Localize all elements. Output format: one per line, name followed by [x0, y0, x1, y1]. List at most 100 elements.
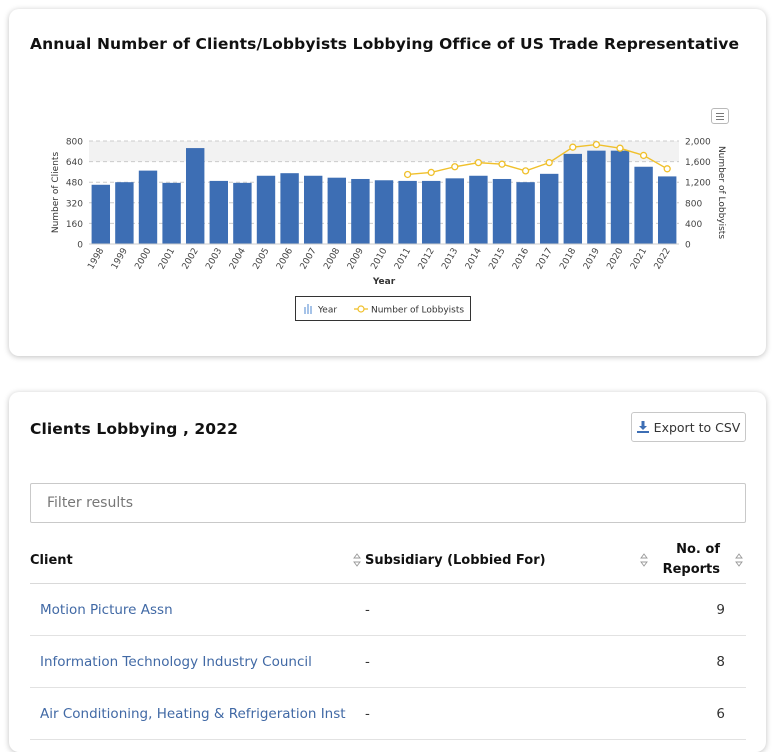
y2-tick-label: 400 — [685, 220, 702, 230]
bar — [138, 170, 158, 244]
chart: 0 0 160 400 320 800 480 1,200 640 1,600 800 2,000 19… — [51, 138, 726, 321]
legend-box — [295, 296, 471, 321]
y2-tick-label: 2,000 — [685, 138, 711, 148]
y-tick-label: 160 — [66, 220, 83, 230]
bar — [162, 182, 181, 244]
y-tick-label: 800 — [66, 138, 83, 148]
bar — [657, 176, 677, 244]
legend-item-year: Year — [317, 306, 337, 316]
cell-client: Air Conditioning, Heating & Refrigeratio… — [30, 687, 355, 740]
lobbyists-point — [639, 151, 648, 160]
bar — [563, 153, 583, 244]
lobbyists-point — [451, 163, 459, 171]
x-tick-label: 2001 — [157, 247, 177, 272]
sort-icon[interactable] — [735, 553, 743, 567]
bar — [280, 173, 299, 244]
bar — [421, 180, 441, 244]
bar — [351, 178, 370, 244]
lobbyists-point — [592, 140, 601, 149]
filter-input[interactable] — [30, 483, 746, 523]
legend-point-icon — [357, 305, 365, 313]
cell-subsidiary: - — [355, 583, 655, 636]
x-tick-label: 2019 — [582, 246, 602, 271]
cell-client: Information Technology Industry Council — [30, 635, 355, 688]
bar — [539, 173, 559, 244]
column-header-reports-line2: Reports — [662, 562, 720, 577]
bar — [492, 178, 512, 244]
bar — [91, 184, 111, 244]
x-tick-label: 2021 — [629, 247, 649, 272]
lobbyists-point — [427, 168, 435, 177]
cell-reports: 6 — [655, 687, 746, 740]
y-tick-label: 320 — [66, 199, 83, 209]
x-tick-label: 2011 — [393, 247, 413, 272]
x-tick-label: 2012 — [417, 247, 437, 272]
cell-subsidiary: - — [355, 687, 655, 740]
y2-axis-title: Number of Lobbyists — [716, 146, 726, 239]
lobbyists-point — [545, 158, 553, 167]
bar — [398, 180, 417, 244]
table-row: Air Conditioning, Heating & Refrigeratio… — [30, 687, 746, 740]
x-tick-label: 2006 — [275, 246, 295, 271]
lobbyists-point — [521, 167, 530, 175]
x-tick-label: 2010 — [369, 246, 389, 271]
export-csv-label: Export to CSV — [653, 419, 741, 435]
bar — [115, 182, 134, 244]
x-tick-label: 2017 — [535, 247, 555, 272]
y2-tick-label: 800 — [685, 199, 702, 209]
client-link[interactable]: Information Technology Industry Council — [40, 653, 312, 670]
bar — [445, 178, 465, 244]
legend-bar-icon — [307, 304, 309, 314]
x-tick-label: 2008 — [322, 246, 342, 271]
table-card: Clients Lobbying , 2022 Export to CSV Cl… — [9, 392, 766, 752]
x-tick-label: 1999 — [110, 246, 130, 271]
x-tick-label: 2020 — [605, 246, 625, 271]
x-tick-label: 2002 — [181, 247, 201, 272]
export-csv-button[interactable]: Export to CSV — [631, 412, 746, 442]
chart-title: Annual Number of Clients/Lobbyists Lobby… — [30, 35, 740, 53]
x-tick-label: 2005 — [251, 247, 271, 272]
lobbyists-point — [403, 170, 412, 179]
y2-tick-label: 0 — [685, 241, 691, 251]
x-tick-label: 2016 — [511, 246, 531, 271]
lobbyists-point — [498, 160, 506, 168]
x-tick-label: 1998 — [86, 246, 106, 271]
lobbyists-line — [407, 143, 668, 176]
column-header-subsidiary[interactable]: Subsidiary (Lobbied For) — [355, 537, 655, 584]
legend-item-lobbyists: Number of Lobbyists — [371, 306, 464, 316]
table-title: Clients Lobbying , 2022 — [30, 420, 238, 438]
bar — [634, 166, 653, 244]
cell-client: Motion Picture Assn — [30, 583, 355, 636]
column-header-subsidiary-label: Subsidiary (Lobbied For) — [365, 552, 546, 568]
column-header-reports[interactable]: No. of Reports — [655, 537, 746, 584]
table-row: Information Technology Industry Council … — [30, 635, 746, 688]
bar — [303, 175, 323, 244]
x-tick-label: 2014 — [464, 246, 484, 271]
bar — [185, 148, 205, 244]
x-tick-label: 2007 — [299, 247, 319, 272]
sort-icon[interactable] — [640, 553, 648, 567]
chart-menu-icon[interactable] — [711, 108, 729, 124]
legend-bar-icon — [304, 307, 306, 314]
y2-tick-label: 1,600 — [685, 158, 711, 168]
bar — [587, 150, 606, 244]
x-tick-label: 2018 — [558, 246, 578, 271]
bar — [327, 177, 347, 244]
client-link[interactable]: Air Conditioning, Heating & Refrigeratio… — [40, 705, 346, 722]
client-link[interactable]: Motion Picture Assn — [40, 601, 173, 618]
y-tick-label: 640 — [66, 158, 83, 168]
y-axis-title: Number of Clients — [51, 152, 61, 234]
bar — [256, 175, 276, 244]
x-tick-label: 2004 — [228, 246, 248, 271]
cell-reports: 9 — [655, 583, 746, 636]
bar — [610, 150, 630, 244]
plot-band — [89, 141, 679, 162]
bar — [516, 182, 535, 244]
lobbyists-point — [569, 143, 577, 151]
x-tick-label: 2022 — [653, 247, 673, 272]
column-header-reports-line1: No. of — [676, 542, 720, 557]
column-header-client[interactable]: Client — [30, 537, 361, 584]
y-tick-label: 0 — [77, 241, 83, 251]
y2-tick-label: 1,200 — [685, 179, 711, 189]
cell-subsidiary: - — [355, 635, 655, 688]
